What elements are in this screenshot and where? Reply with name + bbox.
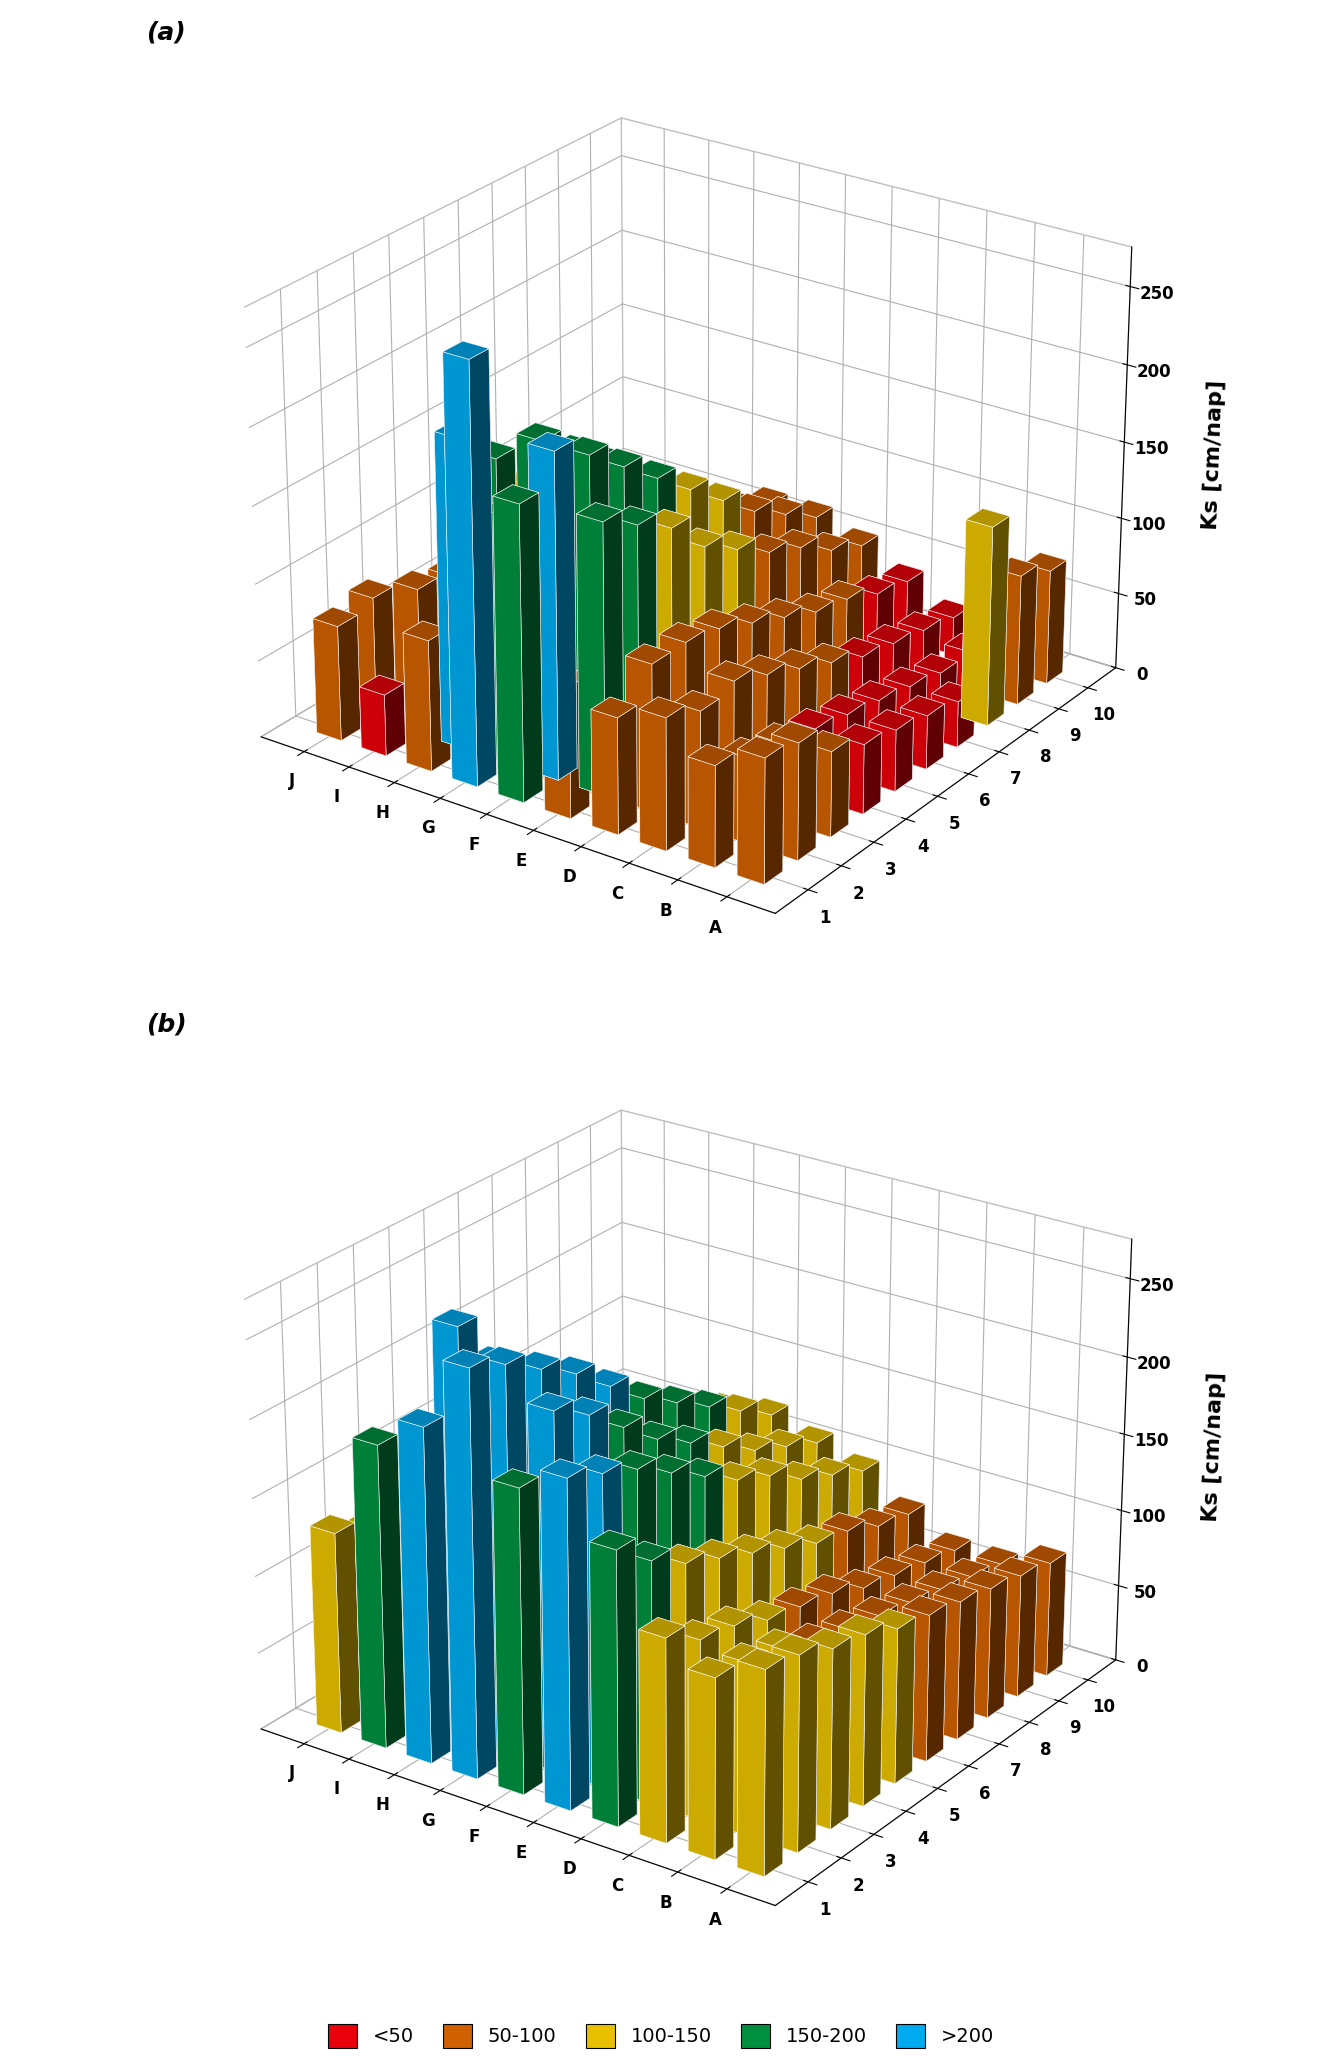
Text: (b): (b) [147, 1013, 188, 1038]
Legend: <50, 50-100, 100-150, 150-200, >200: <50, 50-100, 100-150, 150-200, >200 [319, 2013, 1003, 2057]
Text: (a): (a) [147, 21, 186, 45]
